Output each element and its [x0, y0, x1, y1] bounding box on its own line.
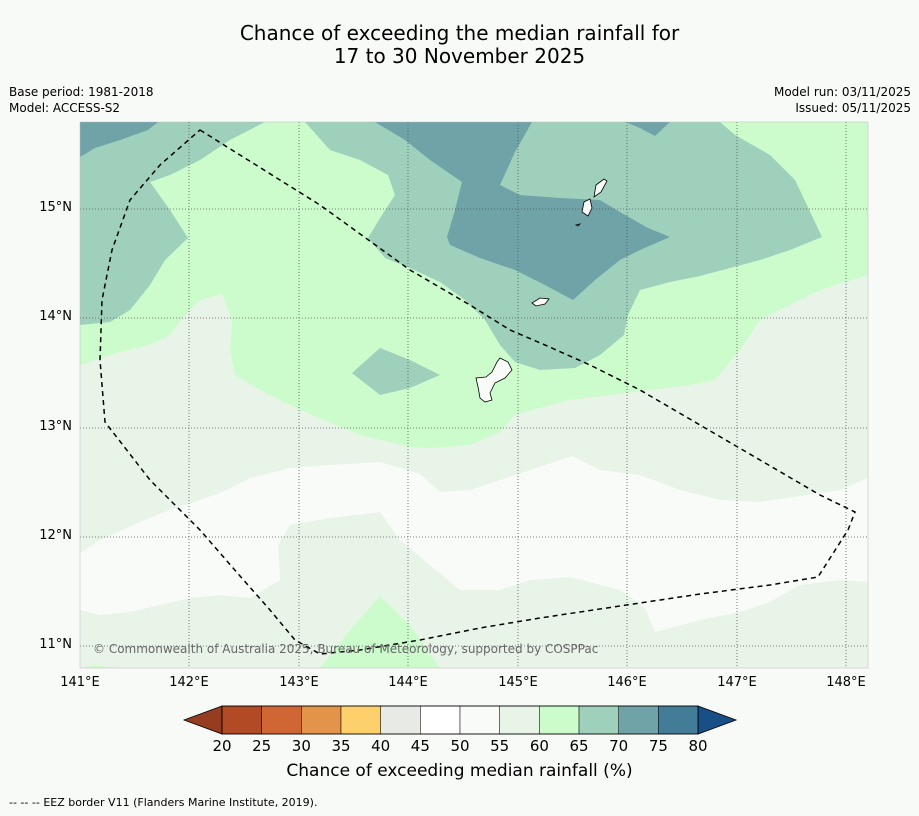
colorbar-tick-label: 20: [212, 737, 232, 755]
eez-legend-text: EEZ border V11 (Flanders Marine Institut…: [43, 796, 318, 809]
colorbar-segment: [499, 705, 540, 735]
eez-border: [99, 129, 856, 655]
colorbar-tick-label: 25: [252, 737, 272, 755]
colorbar-tick-label: 40: [371, 737, 391, 755]
zone-60-65-south: [320, 596, 440, 668]
lat-label-13: 13°N: [39, 419, 72, 434]
colorbar-segment: [420, 705, 461, 735]
colorbar-tick-label: 65: [569, 737, 589, 755]
lon-label-143: 143°E: [279, 675, 319, 690]
colorbar-segment: [578, 705, 619, 735]
eez-legend-line: -- -- --: [9, 796, 40, 809]
colorbar-segment: [459, 705, 500, 735]
colorbar-extend-low: [182, 705, 223, 735]
island-saipan: [593, 178, 608, 198]
map-frame: [79, 121, 869, 669]
colorbar-segment: [261, 705, 302, 735]
lon-label-146: 146°E: [607, 675, 647, 690]
colorbar-segment: [380, 705, 421, 735]
model-run: Model run: 03/11/2025: [773, 85, 911, 99]
island-rota: [531, 297, 550, 307]
island-guam: [475, 357, 513, 403]
zone-65-70-small: [352, 348, 440, 395]
zone-70-75-nw: [80, 122, 158, 157]
lat-label-14: 14°N: [39, 309, 72, 324]
colorbar-tick-label: 70: [609, 737, 629, 755]
issued-date: Issued: 05/11/2025: [795, 101, 911, 115]
zone-70-75-ne: [625, 122, 670, 136]
lon-label-147: 147°E: [717, 675, 757, 690]
island-aguijan: [574, 223, 582, 227]
colorbar-outline: [221, 705, 699, 735]
colorbar-segment: [340, 705, 381, 735]
meta-left: Base period: 1981-2018 Model: ACCESS-S2: [9, 84, 154, 116]
colorbar: [182, 705, 738, 735]
colorbar-tick-label: 60: [529, 737, 549, 755]
colorbar-segment: [221, 705, 262, 735]
colorbar-extend-high: [697, 705, 738, 735]
base-period: Base period: 1981-2018: [9, 85, 154, 99]
zone-60-65-sw: [80, 665, 115, 668]
title-line-2: 17 to 30 November 2025: [333, 44, 586, 68]
colorbar-segment: [539, 705, 580, 735]
lat-label-15: 15°N: [39, 200, 72, 215]
gridlines: [80, 122, 868, 668]
copyright-text: © Commonwealth of Australia 2025, Bureau…: [93, 642, 598, 656]
meta-right: Model run: 03/11/2025 Issued: 05/11/2025: [774, 84, 911, 116]
colorbar-segment: [618, 705, 659, 735]
lon-label-141: 141°E: [60, 675, 100, 690]
lat-label-11: 11°N: [39, 637, 72, 652]
chart-title: Chance of exceeding the median rainfall …: [0, 22, 919, 68]
lon-label-145: 145°E: [498, 675, 538, 690]
colorbar-tick-label: 55: [490, 737, 510, 755]
island-tinian: [581, 198, 593, 217]
colorbar-tick-label: 75: [648, 737, 668, 755]
lon-label-142: 142°E: [169, 675, 209, 690]
title-line-1: Chance of exceeding the median rainfall …: [239, 21, 680, 45]
colorbar-segment: [658, 705, 699, 735]
colorbar-tick-label: 35: [331, 737, 351, 755]
colorbar-tick-label: 80: [688, 737, 708, 755]
zone-65-70-west: [80, 122, 265, 325]
lon-label-144: 144°E: [388, 675, 428, 690]
lat-label-12: 12°N: [39, 528, 72, 543]
model-name: Model: ACCESS-S2: [9, 101, 121, 115]
colorbar-segment: [301, 705, 342, 735]
zone-70-75: [375, 122, 670, 300]
colorbar-tick-label: 30: [291, 737, 311, 755]
map-area: [80, 122, 868, 668]
eez-legend: -- -- -- EEZ border V11 (Flanders Marine…: [9, 796, 317, 809]
islands: [475, 178, 608, 403]
colorbar-tick-label: 50: [450, 737, 470, 755]
colorbar-title: Chance of exceeding median rainfall (%): [286, 761, 633, 781]
colorbar-tick-label: 45: [410, 737, 430, 755]
zone-50-55: [80, 456, 868, 632]
lon-label-148: 148°E: [826, 675, 866, 690]
